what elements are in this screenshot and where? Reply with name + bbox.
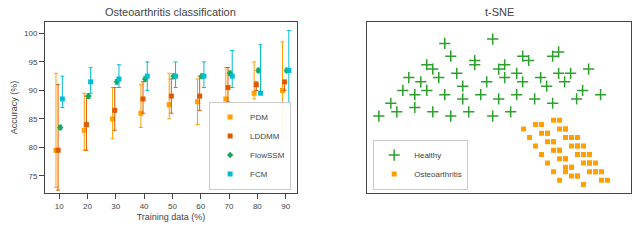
svg-text:85: 85 <box>28 115 37 124</box>
svg-text:70: 70 <box>225 202 234 211</box>
svg-text:Healthy: Healthy <box>414 151 441 160</box>
svg-text:Osteoarthritis classification: Osteoarthritis classification <box>105 6 236 18</box>
svg-text:Accuracy (%): Accuracy (%) <box>9 81 19 135</box>
svg-text:75: 75 <box>28 172 37 181</box>
svg-text:60: 60 <box>196 202 205 211</box>
svg-text:90: 90 <box>28 86 37 95</box>
svg-text:Training data (%): Training data (%) <box>137 212 206 222</box>
svg-text:50: 50 <box>168 202 177 211</box>
svg-text:95: 95 <box>28 58 37 67</box>
svg-text:40: 40 <box>140 202 149 211</box>
svg-text:PDM: PDM <box>250 113 268 122</box>
svg-text:10: 10 <box>55 202 64 211</box>
svg-text:LDDMM: LDDMM <box>250 132 280 141</box>
svg-text:80: 80 <box>28 143 37 152</box>
svg-text:80: 80 <box>253 202 262 211</box>
svg-text:90: 90 <box>281 202 290 211</box>
svg-text:20: 20 <box>83 202 92 211</box>
svg-text:FlowSSM: FlowSSM <box>250 151 285 160</box>
svg-text:t-SNE: t-SNE <box>485 6 514 18</box>
svg-text:FCM: FCM <box>250 170 268 179</box>
svg-text:Osteoarthritis: Osteoarthritis <box>414 170 462 179</box>
svg-text:30: 30 <box>111 202 120 211</box>
svg-text:100: 100 <box>24 29 38 38</box>
